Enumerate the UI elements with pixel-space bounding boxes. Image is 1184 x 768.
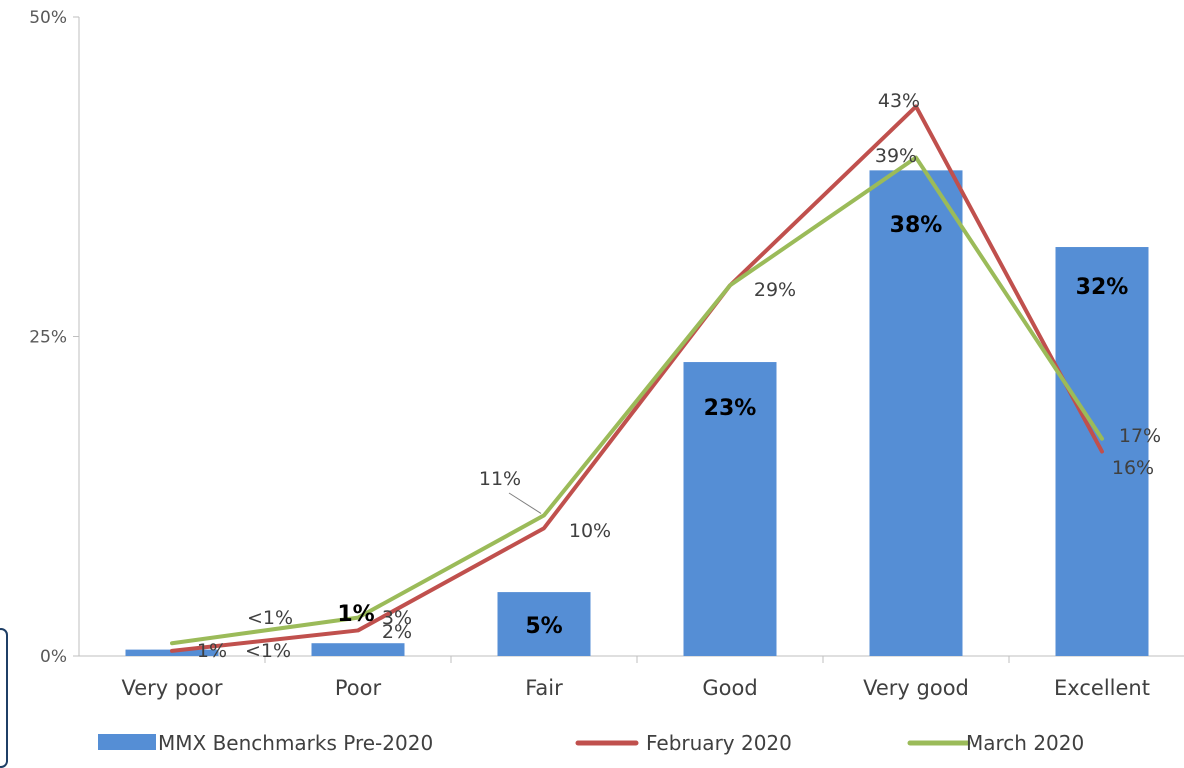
y-tick-label: 50% [29,8,67,28]
legend-label-march: March 2020 [966,731,1084,755]
x-tick-label: Very good [863,676,969,700]
extra-data-label: <1% [247,607,293,629]
bar-data-label: 1% [337,602,374,627]
x-tick-label: Good [702,676,757,700]
march-data-label: 3% [382,607,412,629]
february-data-label: 10% [569,520,611,542]
bar-mmx-benchmarks [311,643,405,656]
legend-label-february: February 2020 [646,731,792,755]
march-data-label: 39% [875,145,917,167]
bar-mmx-benchmarks [683,362,777,656]
leader-line [508,492,542,514]
february-data-label: 43% [878,90,920,112]
legend-label-mmx: MMX Benchmarks Pre-2020 [158,731,433,755]
x-tick-label: Fair [525,676,563,700]
line-february-2020 [170,104,1104,653]
bar-mmx-benchmarks [869,170,963,657]
y-tick-label: 25% [29,328,67,348]
bar-mmx-benchmarks [497,592,591,656]
legend-swatch-mmx [98,734,156,750]
march-data-label: 11% [479,468,521,490]
march-data-label: 17% [1119,425,1161,447]
february-data-label: <1% [245,640,291,662]
march-data-label: 1% [197,640,227,662]
bar-data-label: 5% [525,614,562,639]
february-data-label: 2% [382,621,412,643]
x-tick-label: Poor [335,676,382,700]
bar-data-label: 38% [890,213,943,238]
february-data-label: 16% [1112,457,1154,479]
line-march-2020 [170,155,1104,646]
x-tick-label: Excellent [1054,676,1150,700]
bar-data-label: 32% [1076,275,1129,300]
bar-data-label: 23% [704,396,757,421]
y-tick-label: 0% [40,647,67,667]
march-data-label: 29% [754,279,796,301]
x-tick-label: Very poor [121,676,222,700]
